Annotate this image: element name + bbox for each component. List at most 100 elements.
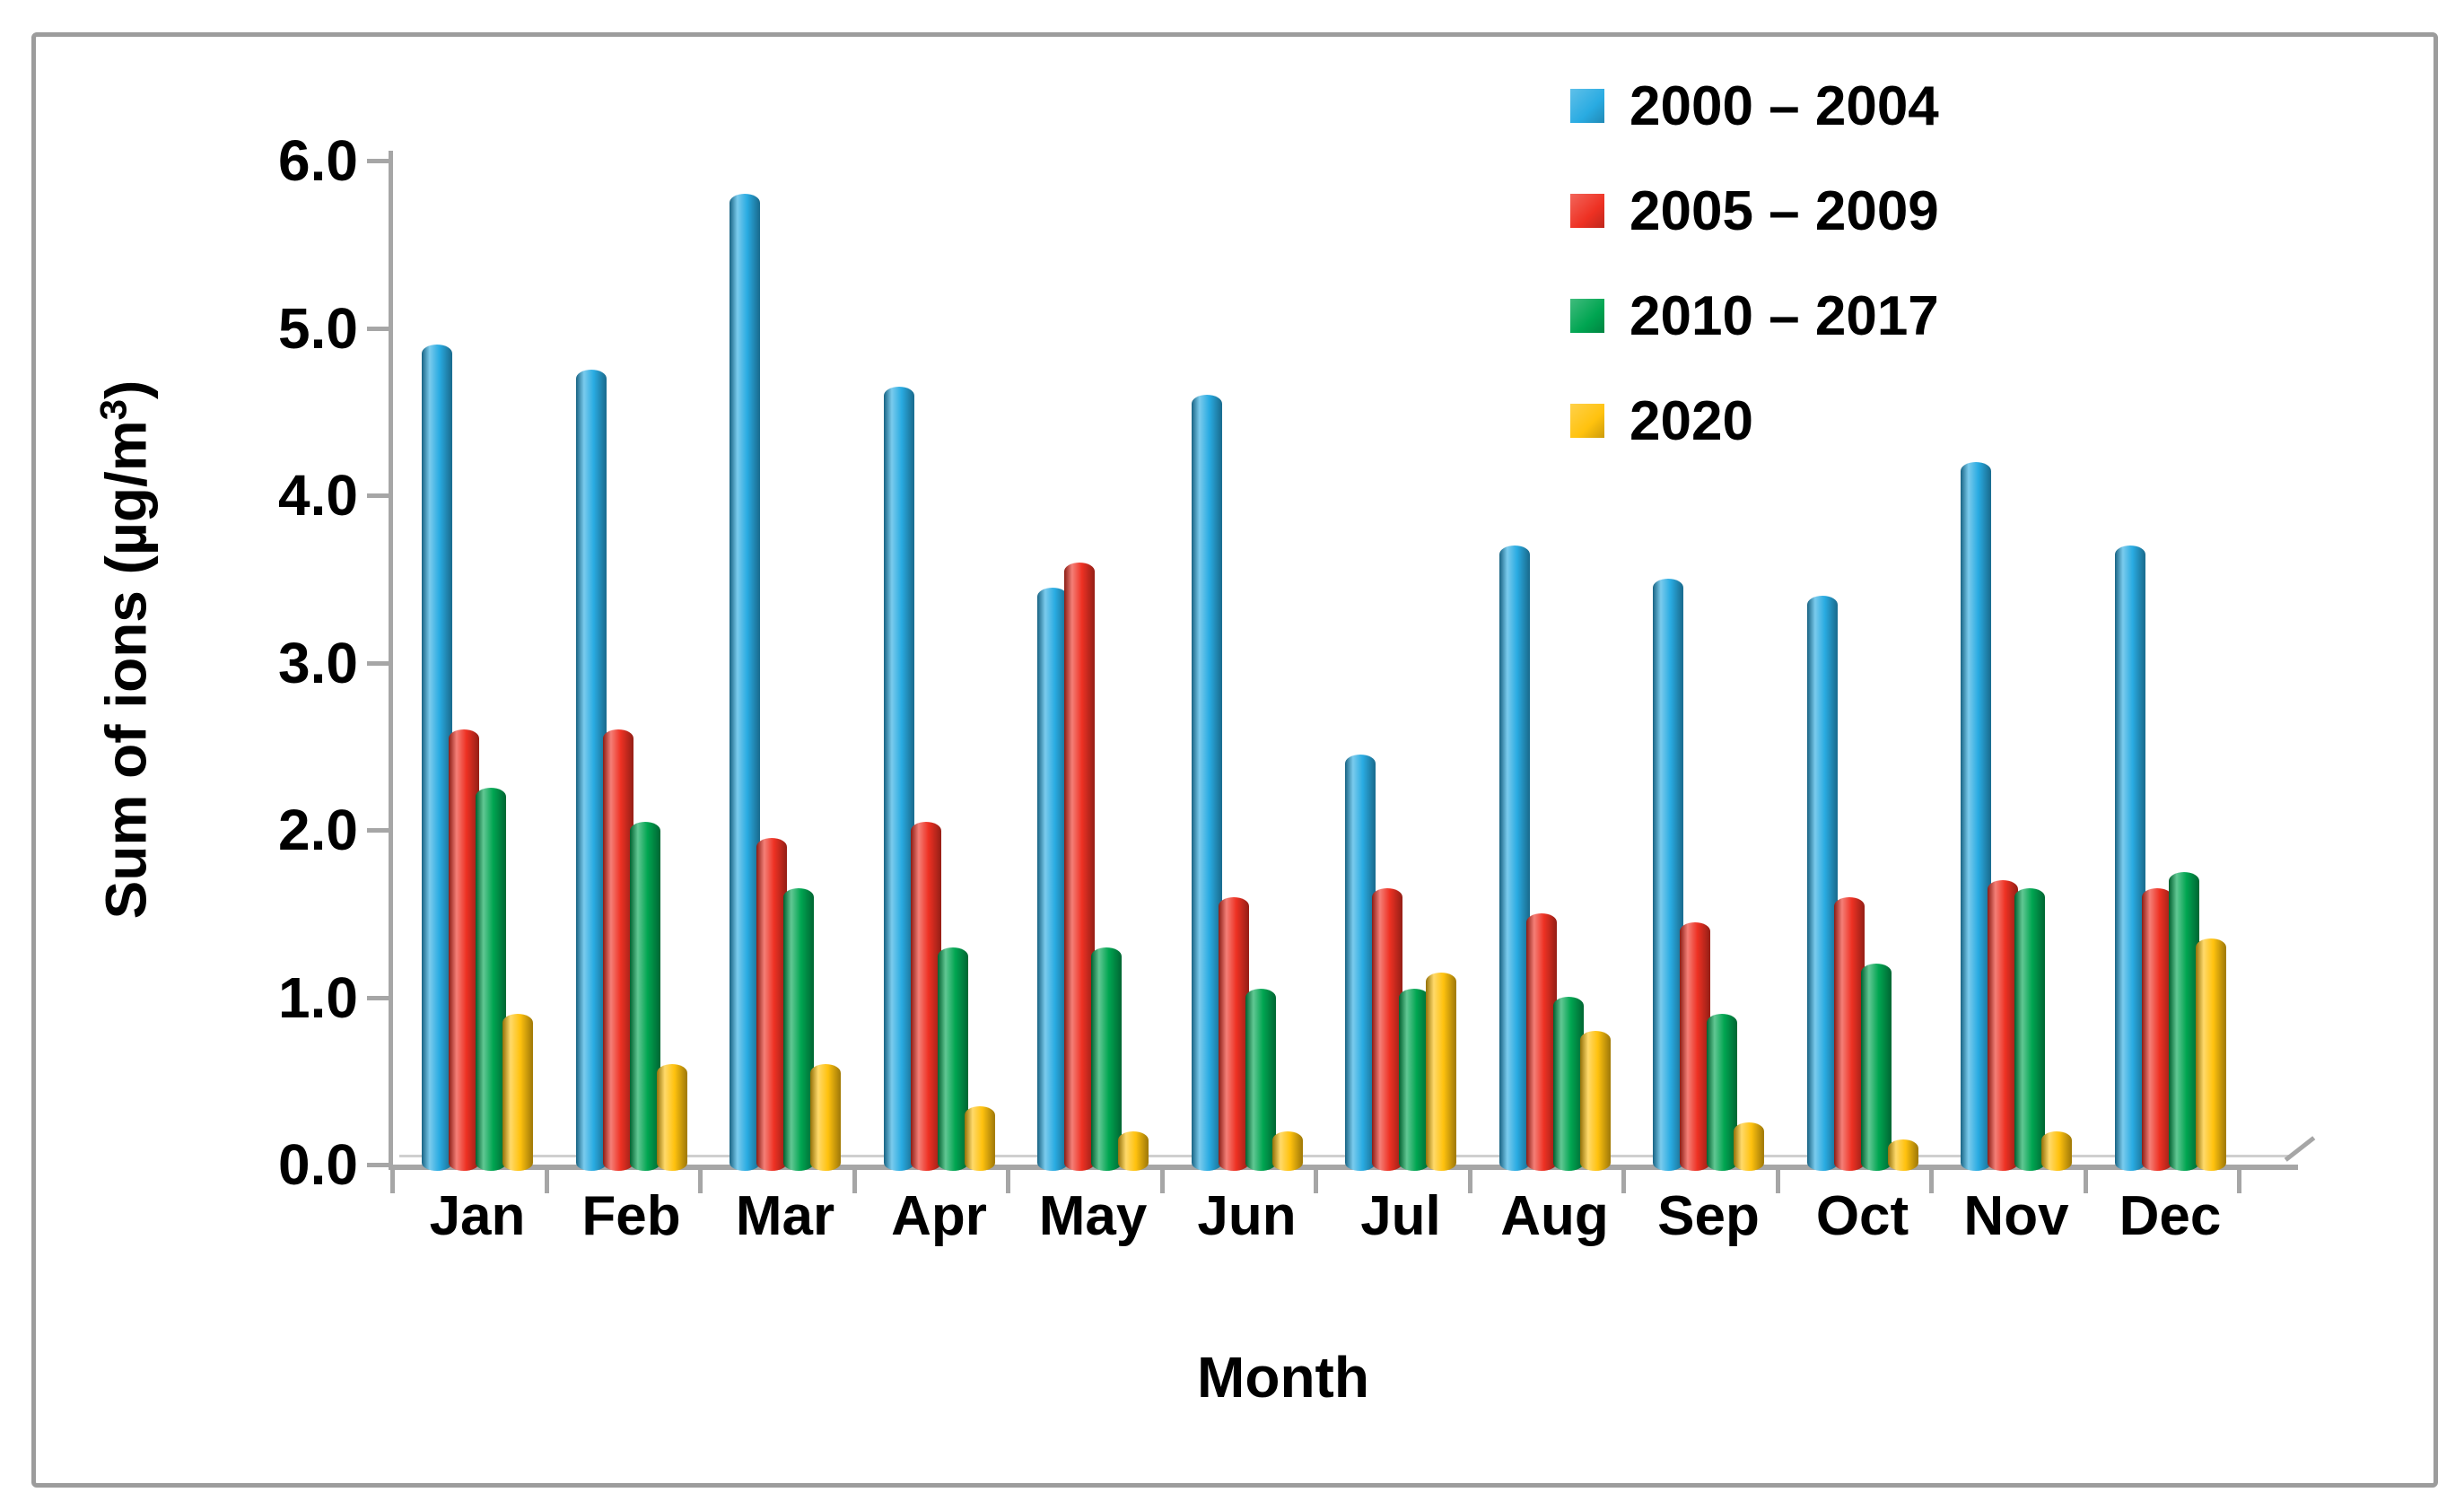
bar-jan-20002004 [422, 345, 452, 1171]
legend-swatch-icon [1570, 404, 1604, 438]
bar-mar-20002004 [730, 194, 760, 1171]
y-tick-mark [367, 828, 389, 833]
bar-may-20102017 [1091, 947, 1122, 1171]
bar-may-20052009 [1064, 563, 1095, 1171]
legend-label: 2005 – 2009 [1630, 179, 1939, 242]
x-tick-mark [1159, 1170, 1165, 1193]
y-axis-title-close: ) [93, 380, 159, 399]
y-tick-label: 5.0 [278, 295, 358, 361]
y-tick-label: 3.0 [278, 630, 358, 695]
bar-jul-20102017 [1399, 989, 1429, 1171]
bar-oct-20102017 [1860, 964, 1892, 1171]
month-label-aug: Aug [1500, 1185, 1609, 1247]
month-label-oct: Oct [1815, 1185, 1909, 1247]
y-axis-line [389, 151, 393, 1170]
legend-row: 2000 – 2004 [1570, 72, 1939, 140]
legend-row: 2020 [1570, 387, 1939, 455]
bar-dec-20102017 [2168, 872, 2199, 1171]
bar-jun-20002004 [1191, 395, 1222, 1171]
bar-aug-2020 [1579, 1031, 1611, 1171]
bar-jun-20052009 [1218, 897, 1249, 1171]
bar-jan-20102017 [476, 788, 506, 1171]
x-tick-mark [698, 1170, 703, 1193]
bar-jan-2020 [502, 1014, 533, 1171]
month-label-sep: Sep [1657, 1185, 1760, 1247]
legend-label: 2010 – 2017 [1630, 284, 1939, 347]
bar-jan-20052009 [449, 729, 479, 1171]
bar-may-2020 [1118, 1131, 1149, 1171]
month-label-nov: Nov [1963, 1185, 2069, 1247]
month-label-apr: Apr [891, 1185, 987, 1247]
bar-mar-20052009 [756, 838, 787, 1171]
bar-mar-2020 [810, 1064, 841, 1171]
bar-sep-20002004 [1653, 579, 1683, 1171]
bar-feb-20102017 [629, 822, 660, 1171]
x-tick-mark [2237, 1170, 2241, 1193]
bar-sep-2020 [1734, 1122, 1764, 1171]
x-tick-mark [544, 1170, 549, 1193]
bar-nov-20102017 [2014, 888, 2045, 1171]
legend-label: 2020 [1630, 389, 1753, 452]
y-tick-mark [367, 995, 389, 1000]
bar-jul-2020 [1426, 973, 1456, 1171]
bar-jul-20002004 [1345, 755, 1376, 1171]
y-tick-mark [367, 660, 389, 666]
legend-swatch-icon [1570, 194, 1604, 228]
x-tick-mark [852, 1170, 857, 1193]
month-label-jan: Jan [429, 1185, 526, 1247]
y-axis-title-text: Sum of ions (µg/m [93, 420, 159, 920]
legend-row: 2010 – 2017 [1570, 282, 1939, 350]
bar-nov-20002004 [1961, 462, 1991, 1171]
bar-aug-20102017 [1552, 997, 1584, 1171]
x-axis-title: Month [1197, 1345, 1369, 1410]
x-tick-mark [1775, 1170, 1780, 1193]
bar-apr-20102017 [937, 947, 968, 1171]
bar-jun-2020 [1271, 1131, 1303, 1171]
y-tick-mark [367, 493, 389, 498]
y-tick-label: 2.0 [278, 798, 358, 862]
x-tick-mark [1929, 1170, 1934, 1193]
bar-may-20002004 [1037, 588, 1068, 1171]
x-tick-mark [1467, 1170, 1472, 1193]
bar-jul-20052009 [1372, 888, 1402, 1171]
y-tick-mark [367, 159, 389, 163]
bar-jun-20102017 [1245, 989, 1276, 1171]
month-label-jun: Jun [1197, 1185, 1297, 1247]
y-tick-mark [367, 1163, 389, 1167]
bar-apr-20002004 [883, 387, 914, 1171]
legend: 2000 – 2004 2005 – 2009 2010 – 2017 2020 [1570, 72, 1939, 492]
bar-feb-2020 [656, 1064, 687, 1171]
month-label-mar: Mar [735, 1185, 835, 1247]
bar-aug-20002004 [1498, 546, 1530, 1171]
y-tick-mark [367, 326, 389, 331]
x-tick-mark [1314, 1170, 1318, 1193]
bar-dec-20052009 [2141, 888, 2172, 1171]
x-tick-mark [1621, 1170, 1626, 1193]
legend-swatch-icon [1570, 89, 1604, 123]
legend-row: 2005 – 2009 [1570, 177, 1939, 245]
x-axis-line [389, 1165, 2298, 1170]
bar-oct-20052009 [1833, 897, 1865, 1171]
y-tick-label: 1.0 [278, 964, 358, 1030]
month-label-jul: Jul [1360, 1185, 1441, 1247]
legend-label: 2000 – 2004 [1630, 74, 1939, 137]
y-tick-label: 4.0 [278, 463, 358, 528]
bar-sep-20102017 [1707, 1014, 1737, 1171]
y-axis-title-superscript: 3 [92, 398, 135, 421]
legend-swatch-icon [1570, 299, 1604, 333]
bar-feb-20002004 [575, 370, 607, 1171]
x-tick-mark [2083, 1170, 2088, 1193]
month-label-may: May [1038, 1185, 1148, 1247]
bar-mar-20102017 [783, 888, 814, 1171]
bar-aug-20052009 [1525, 913, 1557, 1171]
x-tick-mark [390, 1170, 395, 1193]
month-label-dec: Dec [2119, 1185, 2222, 1247]
y-axis-title: Sum of ions (µg/m3) [92, 380, 159, 920]
bar-nov-20052009 [1988, 880, 2018, 1171]
bar-dec-2020 [2195, 938, 2226, 1171]
bar-nov-2020 [2041, 1131, 2072, 1171]
bar-oct-20002004 [1806, 596, 1838, 1171]
month-label-feb: Feb [581, 1185, 681, 1247]
bar-apr-2020 [964, 1106, 995, 1171]
